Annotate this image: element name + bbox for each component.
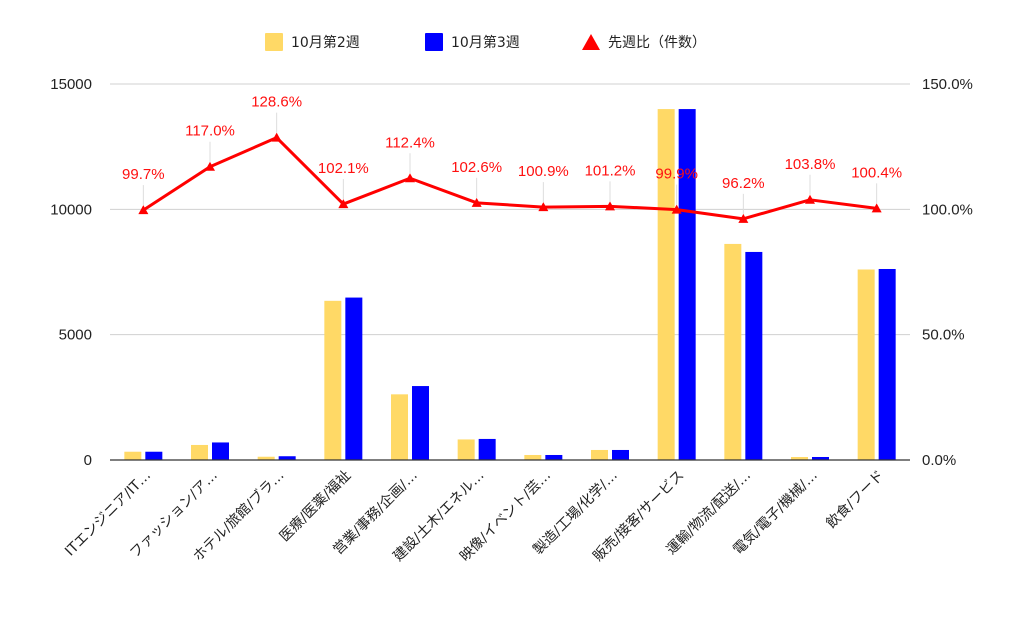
x-axis-categories: ITエンジニア/IT…ファッション/ア…ホテル/旅館/ブラ…医療/医薬/福祉営業… (62, 467, 887, 565)
bar-series-1 (324, 300, 342, 460)
y-left-tick-label: 0 (84, 452, 92, 469)
bar-series-1 (591, 449, 608, 460)
data-label: 96.2% (722, 175, 765, 192)
bar-series-1 (791, 456, 808, 460)
data-label: 117.0% (185, 123, 235, 140)
legend-swatch (425, 33, 443, 51)
y-right-tick-label: 0.0% (922, 452, 956, 469)
data-label: 100.9% (518, 163, 569, 180)
legend-swatch (265, 33, 283, 51)
line-series (138, 132, 882, 223)
y-right-tick-label: 150.0% (922, 76, 973, 93)
bar-series-1 (391, 394, 408, 460)
bar-series-1 (524, 454, 542, 460)
data-label: 100.4% (851, 164, 902, 181)
bar-series-1 (257, 456, 275, 460)
bar-series-2 (478, 438, 496, 460)
bar-series-2 (878, 268, 896, 460)
data-label: 99.7% (122, 166, 165, 183)
line-marker-triangle (338, 199, 349, 209)
y-axis-right: 0.0% 50.0% 100.0% 150.0% (922, 76, 973, 469)
bar-series-2 (745, 251, 763, 460)
data-label: 101.2% (585, 162, 636, 179)
y-right-tick-label: 100.0% (922, 201, 973, 218)
legend-label: 10月第3週 (451, 34, 520, 51)
line-marker-triangle (605, 201, 615, 211)
x-category-label: 医療/医薬/福祉 (276, 467, 354, 545)
bar-series-1 (724, 243, 742, 460)
data-label: 99.9% (655, 166, 698, 183)
legend-triangle-icon (582, 34, 600, 50)
bar-series-2 (545, 454, 563, 460)
line-marker-triangle (271, 132, 282, 142)
data-label: 103.8% (785, 156, 836, 173)
bar-series-2 (812, 456, 829, 460)
bar-series-1 (457, 439, 475, 460)
y-axis-left: 0 5000 10000 15000 (50, 76, 92, 469)
bar-series-2 (612, 449, 629, 460)
line-marker-triangle (205, 161, 215, 171)
line-marker-triangle (405, 173, 415, 183)
bar-series-1 (657, 109, 675, 461)
line-marker-triangle (805, 194, 815, 204)
legend: 10月第2週 10月第3週 先週比（件数） (265, 33, 706, 51)
line-series-path (142, 136, 877, 221)
bar-series-2 (212, 442, 229, 460)
bar-series-1 (124, 451, 142, 460)
bar-series-2 (345, 297, 363, 460)
label-leader-lines (142, 112, 878, 214)
bar-series-2 (678, 109, 696, 461)
line-marker-triangle (138, 205, 149, 215)
data-label: 102.6% (451, 159, 502, 176)
y-left-tick-label: 15000 (50, 76, 92, 93)
line-marker-triangle (671, 204, 682, 214)
data-labels: 99.7% 117.0% 128.6% 102.1% 112.4% 102.6% 100.9… (122, 94, 902, 192)
line-marker-triangle (538, 202, 549, 212)
bar-series-2 (278, 456, 296, 460)
legend-label: 先週比（件数） (608, 35, 706, 51)
y-right-tick-label: 50.0% (922, 327, 965, 344)
bar-series (124, 109, 896, 461)
y-left-tick-label: 10000 (50, 201, 92, 218)
bar-series-1 (191, 444, 208, 460)
data-label: 128.6% (251, 94, 302, 111)
bar-series-2 (145, 451, 163, 460)
x-category-label: 飲食/フード (823, 467, 888, 532)
bar-series-2 (412, 386, 429, 460)
y-left-tick-label: 5000 (59, 327, 92, 344)
data-label: 112.4% (385, 134, 435, 151)
data-label: 102.1% (318, 160, 369, 177)
line-marker-triangle (871, 203, 882, 213)
line-marker-triangle (471, 197, 482, 207)
legend-label: 10月第2週 (291, 34, 360, 51)
line-marker-triangle (738, 213, 749, 223)
bar-series-1 (857, 269, 875, 460)
gridlines (110, 83, 910, 336)
